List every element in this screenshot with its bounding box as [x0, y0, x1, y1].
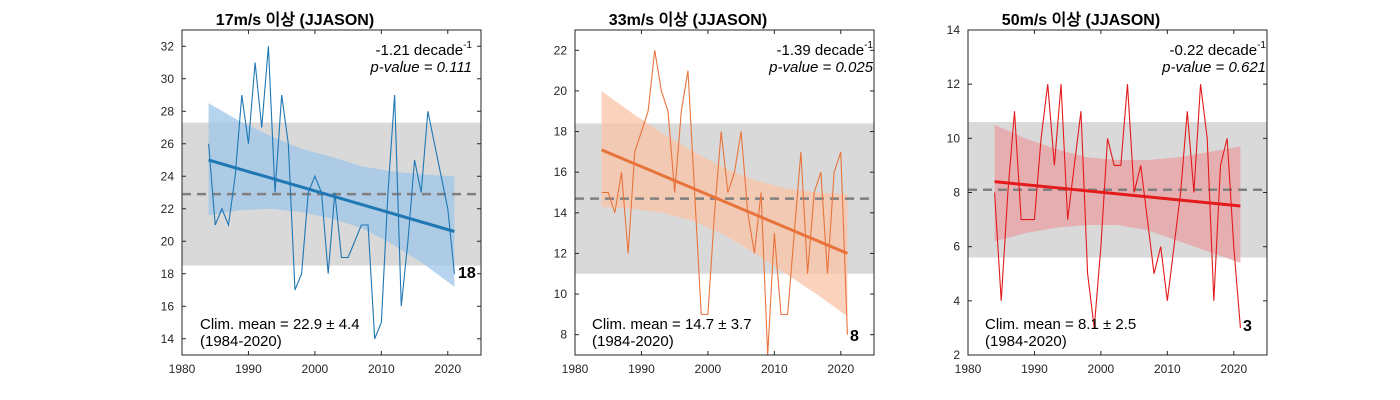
p-value: p-value = 0.621 [1162, 59, 1266, 76]
y-tick-label: 4 [953, 294, 960, 308]
clim-annotation: Clim. mean = 14.7 ± 3.7 (1984-2020) [592, 316, 752, 350]
clim-label: Clim. mean = 14.7 ± 3.7 [592, 316, 752, 333]
x-tick-label: 1980 [955, 362, 982, 376]
x-tick-label: 2020 [434, 362, 461, 376]
y-tick-label: 10 [554, 287, 568, 301]
trend-line [208, 158, 455, 233]
panel-17ms: 17m/s 이상 (JJASON) 1980 1990 2000 2010 2020 14… [100, 0, 490, 400]
trend-label: -1.39 decade [776, 42, 865, 59]
series-line [994, 84, 1241, 328]
series-line [601, 50, 848, 355]
y-tick-label: 26 [161, 137, 175, 151]
p-value: p-value = 0.111 [370, 59, 472, 76]
y-tick-label: 2 [953, 348, 960, 362]
trend-line [994, 180, 1241, 208]
chart-50ms: 1980 1990 2000 2010 2020 2 4 6 8 10 12 14 [947, 23, 1268, 376]
y-tick-label: 8 [953, 186, 960, 200]
y-tick-label: 14 [161, 332, 175, 346]
trend-sup: -1 [1257, 40, 1266, 51]
x-tick-label: 2000 [302, 362, 329, 376]
y-tick-label: 22 [554, 43, 568, 57]
clim-label: Clim. mean = 22.9 ± 4.4 [200, 316, 360, 333]
y-tick-label: 32 [161, 39, 175, 53]
p-value: p-value = 0.025 [769, 59, 873, 76]
y-tick-label: 30 [161, 72, 175, 86]
clim-period: (1984-2020) [200, 333, 282, 350]
clim-period: (1984-2020) [592, 333, 674, 350]
y-tick-label: 14 [554, 206, 568, 220]
x-tick-label: 2020 [827, 362, 854, 376]
trend-annotation: -1.39 decade-1 p-value = 0.025 [769, 40, 873, 76]
clim-annotation: Clim. mean = 8.1 ± 2.5 (1984-2020) [985, 316, 1136, 350]
y-tick-label: 20 [161, 234, 175, 248]
y-tick-label: 12 [947, 77, 961, 91]
chart-17ms: 1980 1990 2000 2010 2020 14 16 18 20 22 24 26 28 30 32 [161, 29, 482, 376]
trend-sup: -1 [463, 40, 472, 51]
plot-area [968, 84, 1267, 328]
x-tick-label: 2000 [695, 362, 722, 376]
chart-title: 17m/s 이상 (JJASON) [215, 12, 375, 29]
trend-label: -1.21 decade [375, 42, 464, 59]
last-value-label: 3 [1243, 318, 1252, 335]
y-tick-label: 16 [554, 165, 568, 179]
y-tick-label: 28 [161, 104, 175, 118]
x-tick-label: 1980 [562, 362, 589, 376]
y-tick-label: 18 [161, 267, 175, 281]
y-tick-label: 22 [161, 202, 175, 216]
y-tick-label: 18 [554, 125, 568, 139]
y-tick-label: 12 [554, 246, 568, 260]
x-tick-label: 2010 [1154, 362, 1181, 376]
y-tick-label: 24 [161, 169, 175, 183]
last-value-label: 18 [458, 265, 476, 282]
x-tick-label: 1990 [235, 362, 262, 376]
panel-33ms: 33m/s 이상 (JJASON) 1980 1990 2000 2010 2020 8 1… [493, 0, 883, 400]
clim-annotation: Clim. mean = 22.9 ± 4.4 (1984-2020) [200, 316, 360, 350]
y-tick-label: 6 [953, 240, 960, 254]
y-tick-label: 16 [161, 299, 175, 313]
x-tick-label: 1990 [1021, 362, 1048, 376]
trend-sup: -1 [864, 40, 873, 51]
trend-annotation: -0.22 decade-1 p-value = 0.621 [1162, 40, 1266, 76]
trend-line [600, 148, 849, 255]
chart-title: 33m/s 이상 (JJASON) [608, 12, 768, 29]
x-tick-label: 2010 [368, 362, 395, 376]
x-tick-label: 2000 [1088, 362, 1115, 376]
chart-33ms: 1980 1990 2000 2010 2020 8 10 12 14 16 18 20 22 [554, 29, 875, 376]
trend-annotation: -1.21 decade-1 p-value = 0.111 [370, 40, 472, 76]
plot-area [575, 50, 874, 355]
y-tick-label: 8 [560, 328, 567, 342]
clim-label: Clim. mean = 8.1 ± 2.5 [985, 316, 1137, 333]
y-tick-label: 20 [554, 84, 568, 98]
x-tick-label: 2010 [761, 362, 788, 376]
y-tick-label: 14 [947, 23, 961, 37]
x-tick-label: 1980 [169, 362, 196, 376]
trend-label: -0.22 decade [1169, 42, 1258, 59]
chart-title: 50m/s 이상 (JJASON) [1001, 12, 1161, 29]
axes-box [181, 29, 482, 356]
clim-period: (1984-2020) [985, 333, 1067, 350]
confidence-band [601, 90, 848, 317]
x-tick-label: 1990 [628, 362, 655, 376]
x-tick-label: 2020 [1220, 362, 1247, 376]
series-line [208, 46, 455, 339]
last-value-label: 8 [850, 328, 859, 345]
plot-area [182, 46, 481, 339]
axes-box [574, 29, 875, 356]
y-tick-label: 10 [947, 131, 961, 145]
panel-50ms: 50m/s 이상 (JJASON) 1980 1990 2000 2010 2020 2 4… [886, 0, 1276, 400]
